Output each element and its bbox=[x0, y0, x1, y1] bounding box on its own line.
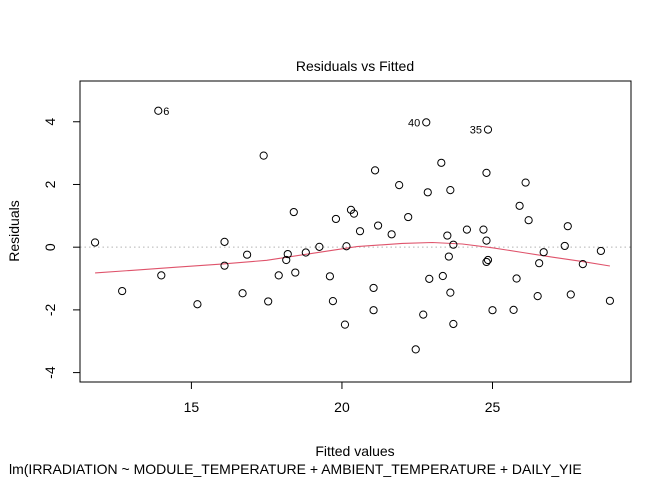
data-point bbox=[422, 118, 431, 127]
model-formula-subtitle: lm(IRRADIATION ~ MODULE_TEMPERATURE + AM… bbox=[9, 461, 582, 477]
data-point bbox=[535, 259, 544, 268]
y-tick-label: -4 bbox=[42, 366, 58, 379]
data-point bbox=[411, 345, 420, 354]
data-point bbox=[283, 249, 292, 259]
y-tick-label: 2 bbox=[42, 180, 58, 188]
data-point bbox=[282, 255, 291, 265]
point-label: 35 bbox=[470, 125, 482, 137]
x-axis-label: Fitted values bbox=[315, 443, 394, 459]
data-point bbox=[444, 252, 453, 261]
data-point bbox=[243, 250, 252, 259]
data-point bbox=[373, 221, 383, 230]
data-point bbox=[560, 241, 569, 251]
x-tick-label: 15 bbox=[184, 399, 200, 415]
data-point bbox=[419, 310, 428, 319]
data-point bbox=[264, 297, 273, 306]
data-point bbox=[437, 158, 446, 167]
data-point bbox=[157, 271, 166, 280]
data-point bbox=[328, 297, 338, 306]
data-point bbox=[220, 237, 229, 246]
plot-area: 6 40 35 15 20 25 -4 -2 0 2 4 bbox=[42, 80, 632, 415]
data-point bbox=[563, 222, 572, 231]
y-axis-label: Residuals bbox=[6, 200, 22, 261]
data-point bbox=[462, 225, 472, 234]
data-point bbox=[483, 255, 493, 265]
data-point bbox=[578, 260, 587, 269]
data-point bbox=[118, 286, 127, 296]
data-point bbox=[509, 305, 518, 314]
data-point bbox=[331, 214, 341, 224]
data-point bbox=[425, 274, 434, 283]
x-tick-label: 25 bbox=[485, 399, 501, 415]
data-point bbox=[301, 248, 310, 257]
data-point bbox=[533, 291, 542, 301]
smoother-line bbox=[95, 241, 610, 274]
y-tick-label: 4 bbox=[42, 118, 58, 126]
data-point bbox=[423, 188, 432, 197]
data-point bbox=[524, 216, 533, 225]
data-point bbox=[605, 296, 615, 305]
data-point bbox=[315, 242, 324, 251]
data-point bbox=[291, 268, 300, 277]
data-point bbox=[154, 106, 163, 115]
data-point bbox=[369, 283, 378, 293]
data-point bbox=[488, 306, 497, 315]
data-point bbox=[387, 230, 396, 239]
data-point bbox=[596, 246, 605, 256]
y-tick-label: 0 bbox=[42, 243, 58, 251]
data-point bbox=[512, 274, 521, 283]
chart-title: Residuals vs Fitted bbox=[296, 58, 414, 74]
data-point bbox=[193, 300, 202, 309]
data-point bbox=[482, 168, 491, 177]
data-point bbox=[355, 227, 365, 236]
data-point bbox=[483, 125, 493, 134]
data-point bbox=[395, 180, 404, 190]
point-label: 6 bbox=[163, 106, 169, 118]
data-point bbox=[90, 238, 100, 247]
data-point bbox=[349, 209, 359, 218]
data-point bbox=[238, 289, 247, 298]
plot-frame bbox=[79, 80, 632, 383]
data-point bbox=[449, 240, 458, 249]
data-point bbox=[446, 288, 455, 297]
data-point bbox=[566, 290, 575, 299]
data-point bbox=[443, 231, 452, 240]
data-point bbox=[220, 261, 229, 270]
data-point bbox=[370, 166, 380, 175]
point-label: 40 bbox=[408, 117, 420, 129]
data-point bbox=[340, 320, 350, 329]
data-point bbox=[539, 248, 548, 257]
data-point bbox=[289, 207, 298, 217]
data-point bbox=[479, 225, 488, 234]
data-point bbox=[446, 186, 455, 195]
data-point bbox=[482, 236, 491, 245]
data-point bbox=[482, 257, 491, 267]
data-point bbox=[449, 319, 458, 329]
x-tick-label: 20 bbox=[334, 399, 350, 415]
data-point bbox=[404, 212, 413, 222]
y-tick-label: -2 bbox=[42, 303, 58, 316]
data-point bbox=[259, 151, 268, 160]
data-point bbox=[521, 178, 530, 187]
data-point bbox=[342, 242, 351, 251]
data-point bbox=[369, 306, 378, 315]
data-point bbox=[438, 271, 447, 281]
data-point bbox=[515, 201, 524, 210]
data-point bbox=[274, 271, 283, 280]
data-point bbox=[325, 272, 335, 281]
